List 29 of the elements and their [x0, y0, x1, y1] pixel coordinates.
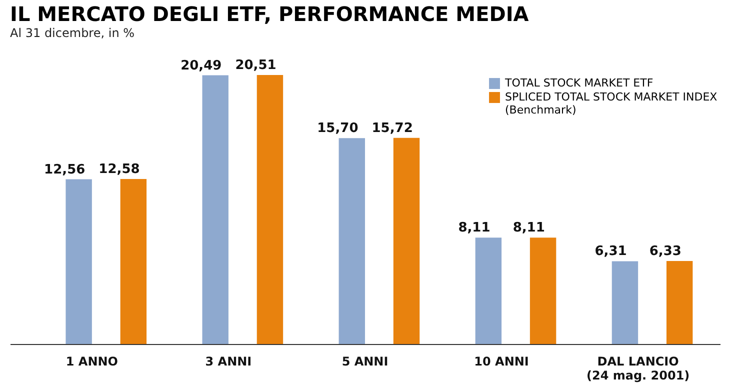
- x-tick-label: 1 ANNO: [66, 354, 118, 368]
- bar: [475, 238, 502, 344]
- bar: [612, 261, 638, 344]
- chart-title: IL MERCATO DEGLI ETF, PERFORMANCE MEDIA: [10, 2, 530, 26]
- x-tick-label: 3 ANNI: [205, 354, 252, 368]
- legend-label: TOTAL STOCK MARKET ETF: [504, 76, 654, 90]
- legend-label: SPLICED TOTAL STOCK MARKET INDEX (Benchmark): [505, 90, 718, 116]
- data-label: 15,72: [372, 120, 413, 136]
- bar: [202, 75, 228, 344]
- data-label: 20,49: [180, 58, 222, 74]
- bar: [66, 179, 92, 344]
- bar: [530, 238, 556, 344]
- bar: [666, 260, 693, 344]
- data-label: 12,58: [98, 162, 140, 178]
- x-tick-label: DAL LANCIO (24 mag. 2001): [586, 354, 690, 382]
- data-label: 20,51: [235, 58, 276, 73]
- data-label: 6,33: [649, 244, 682, 259]
- data-label: 8,11: [512, 220, 545, 236]
- bar: [256, 75, 284, 344]
- bar: [338, 138, 365, 344]
- data-label: 6,31: [594, 244, 627, 260]
- bar: [120, 179, 147, 344]
- data-label: 8,11: [458, 220, 490, 236]
- x-tick-label: 5 ANNI: [342, 354, 388, 368]
- chart-subtitle: Al 31 dicembre, in %: [10, 26, 135, 40]
- bar: [393, 138, 420, 344]
- data-label: 15,70: [317, 121, 358, 136]
- data-label: 12,56: [44, 162, 86, 178]
- x-tick-label: 10 ANNI: [474, 354, 529, 368]
